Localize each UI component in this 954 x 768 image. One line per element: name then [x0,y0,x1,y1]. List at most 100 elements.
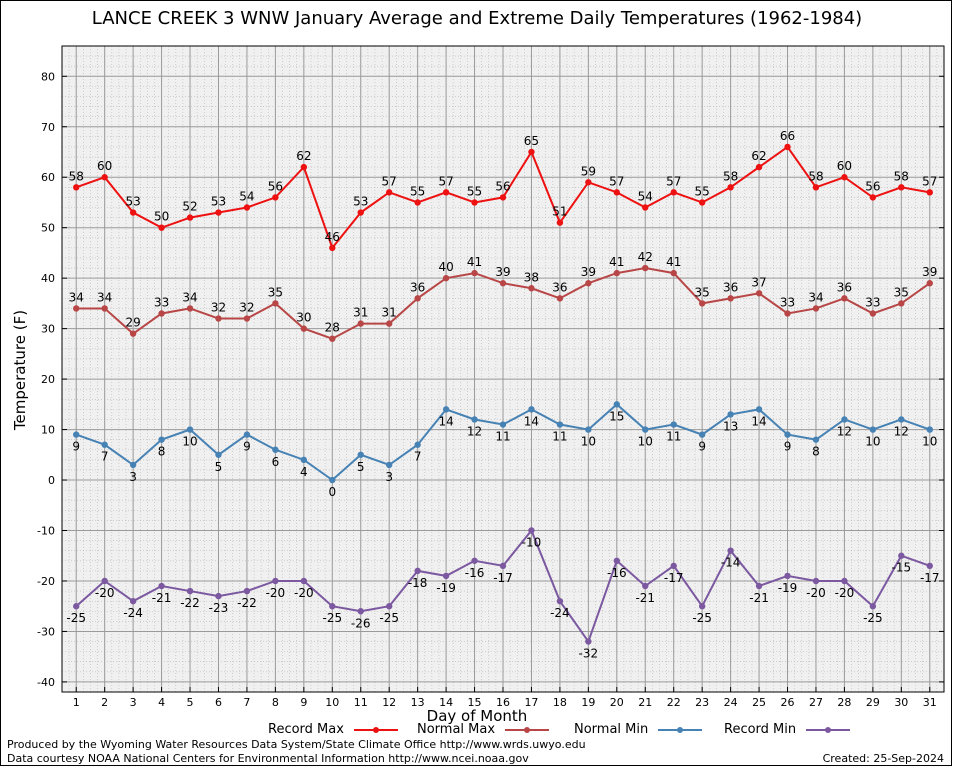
normal-max-data-label: 28 [325,321,340,335]
normal-min-data-label: 7 [101,450,109,464]
normal-min-point [73,431,80,438]
record-max-point [898,184,905,191]
normal-min-point [926,426,933,433]
record-max-data-label: 60 [97,159,112,173]
normal-max-data-label: 36 [410,280,425,294]
record-max-data-label: 51 [552,205,567,219]
x-tick-label: 24 [724,696,738,709]
x-tick-label: 17 [524,696,538,709]
normal-min-data-label: 3 [385,470,393,484]
normal-min-data-label: 10 [865,435,880,449]
normal-min-point [414,441,421,448]
record-min-point [101,577,108,585]
record-max-point [357,209,364,216]
record-min-data-label: -24 [550,606,570,620]
record-min-data-label: -32 [579,647,599,661]
normal-max-data-label: 33 [865,295,880,309]
normal-max-point [272,300,279,307]
record-min-data-label: -22 [180,596,200,610]
normal-max-data-label: 29 [125,316,140,330]
record-min-point [755,582,763,590]
normal-min-data-label: 0 [328,485,336,499]
x-tick-label: 3 [130,696,137,709]
record-max-point [414,199,421,206]
record-min-point [670,562,677,570]
record-max-point [585,179,592,186]
normal-max-data-label: 31 [353,306,368,320]
record-max-point [73,184,80,191]
normal-min-data-label: 4 [300,465,308,479]
record-min-point [414,567,421,575]
normal-min-data-label: 14 [438,414,453,428]
record-max-point [841,174,848,181]
record-min-data-label: -20 [294,586,314,600]
record-min-data-label: -20 [835,586,855,600]
record-min-point [186,587,194,595]
normal-min-point [528,406,535,413]
normal-min-point [471,416,478,423]
record-min-data-label: -20 [266,586,286,600]
normal-max-point [869,310,877,317]
normal-max-point [357,320,364,327]
normal-max-point [158,310,165,317]
record-max-data-label: 54 [638,190,653,204]
normal-min-data-label: 11 [495,430,510,444]
normal-min-point [755,406,763,413]
record-min-data-label: -15 [892,561,912,575]
footer-credit-line2: Data courtesy NOAA National Centers for … [7,752,529,765]
x-tick-label: 23 [695,696,709,709]
record-min-data-label: -17 [493,571,513,585]
record-max-data-label: 65 [524,134,539,148]
x-tick-label: 12 [382,696,396,709]
legend-record-max-swatch [354,726,399,733]
normal-max-point [698,300,706,307]
record-max-point [442,189,450,196]
record-max-data-label: 53 [353,195,368,209]
record-max-point [812,184,820,191]
normal-min-point [186,426,194,433]
normal-max-point [585,280,592,287]
normal-min-data-label: 5 [215,460,223,474]
normal-min-point [101,441,108,448]
normal-min-point [727,411,734,418]
record-max-data-label: 57 [382,174,397,188]
y-tick-label: 70 [41,121,55,134]
legend-record-min-label: Record Min [724,722,797,737]
record-max-data-label: 56 [268,179,283,193]
y-tick-label: -10 [37,525,55,538]
x-tick-label: 18 [553,696,567,709]
normal-min-data-label: 3 [129,470,137,484]
record-max-data-label: 66 [780,129,795,143]
legend-normal-max-swatch [505,726,550,733]
normal-max-point [442,274,450,282]
record-max-data-label: 58 [894,169,909,183]
normal-max-point [129,330,137,337]
record-max-point [471,199,478,206]
record-max-point [556,219,564,226]
normal-max-point [73,305,80,312]
x-tick-label: 20 [610,696,624,709]
y-tick-label: -20 [37,575,55,588]
normal-max-data-label: 34 [808,290,823,304]
normal-min-data-label: 6 [272,455,280,469]
normal-max-point [329,335,336,342]
record-max-data-label: 62 [751,149,766,163]
normal-min-data-label: 9 [72,440,80,454]
legend-record-max-label: Record Max [268,722,344,737]
normal-max-data-label: 41 [467,255,482,269]
record-max-data-label: 53 [125,195,140,209]
normal-min-data-label: 9 [784,440,792,454]
legend-normal-min: Normal Min [574,722,703,737]
legend-normal-max-label: Normal Max [417,722,496,737]
x-tick-label: 30 [894,696,908,709]
record-max-data-label: 57 [609,174,624,188]
record-max-point [329,244,336,252]
normal-max-data-label: 33 [780,295,795,309]
x-tick-label: 6 [215,696,222,709]
normal-max-point [243,315,251,322]
record-min-data-label: -21 [749,591,769,605]
normal-max-point [670,269,677,277]
record-min-data-label: -17 [664,571,684,585]
record-max-data-label: 50 [154,210,169,224]
